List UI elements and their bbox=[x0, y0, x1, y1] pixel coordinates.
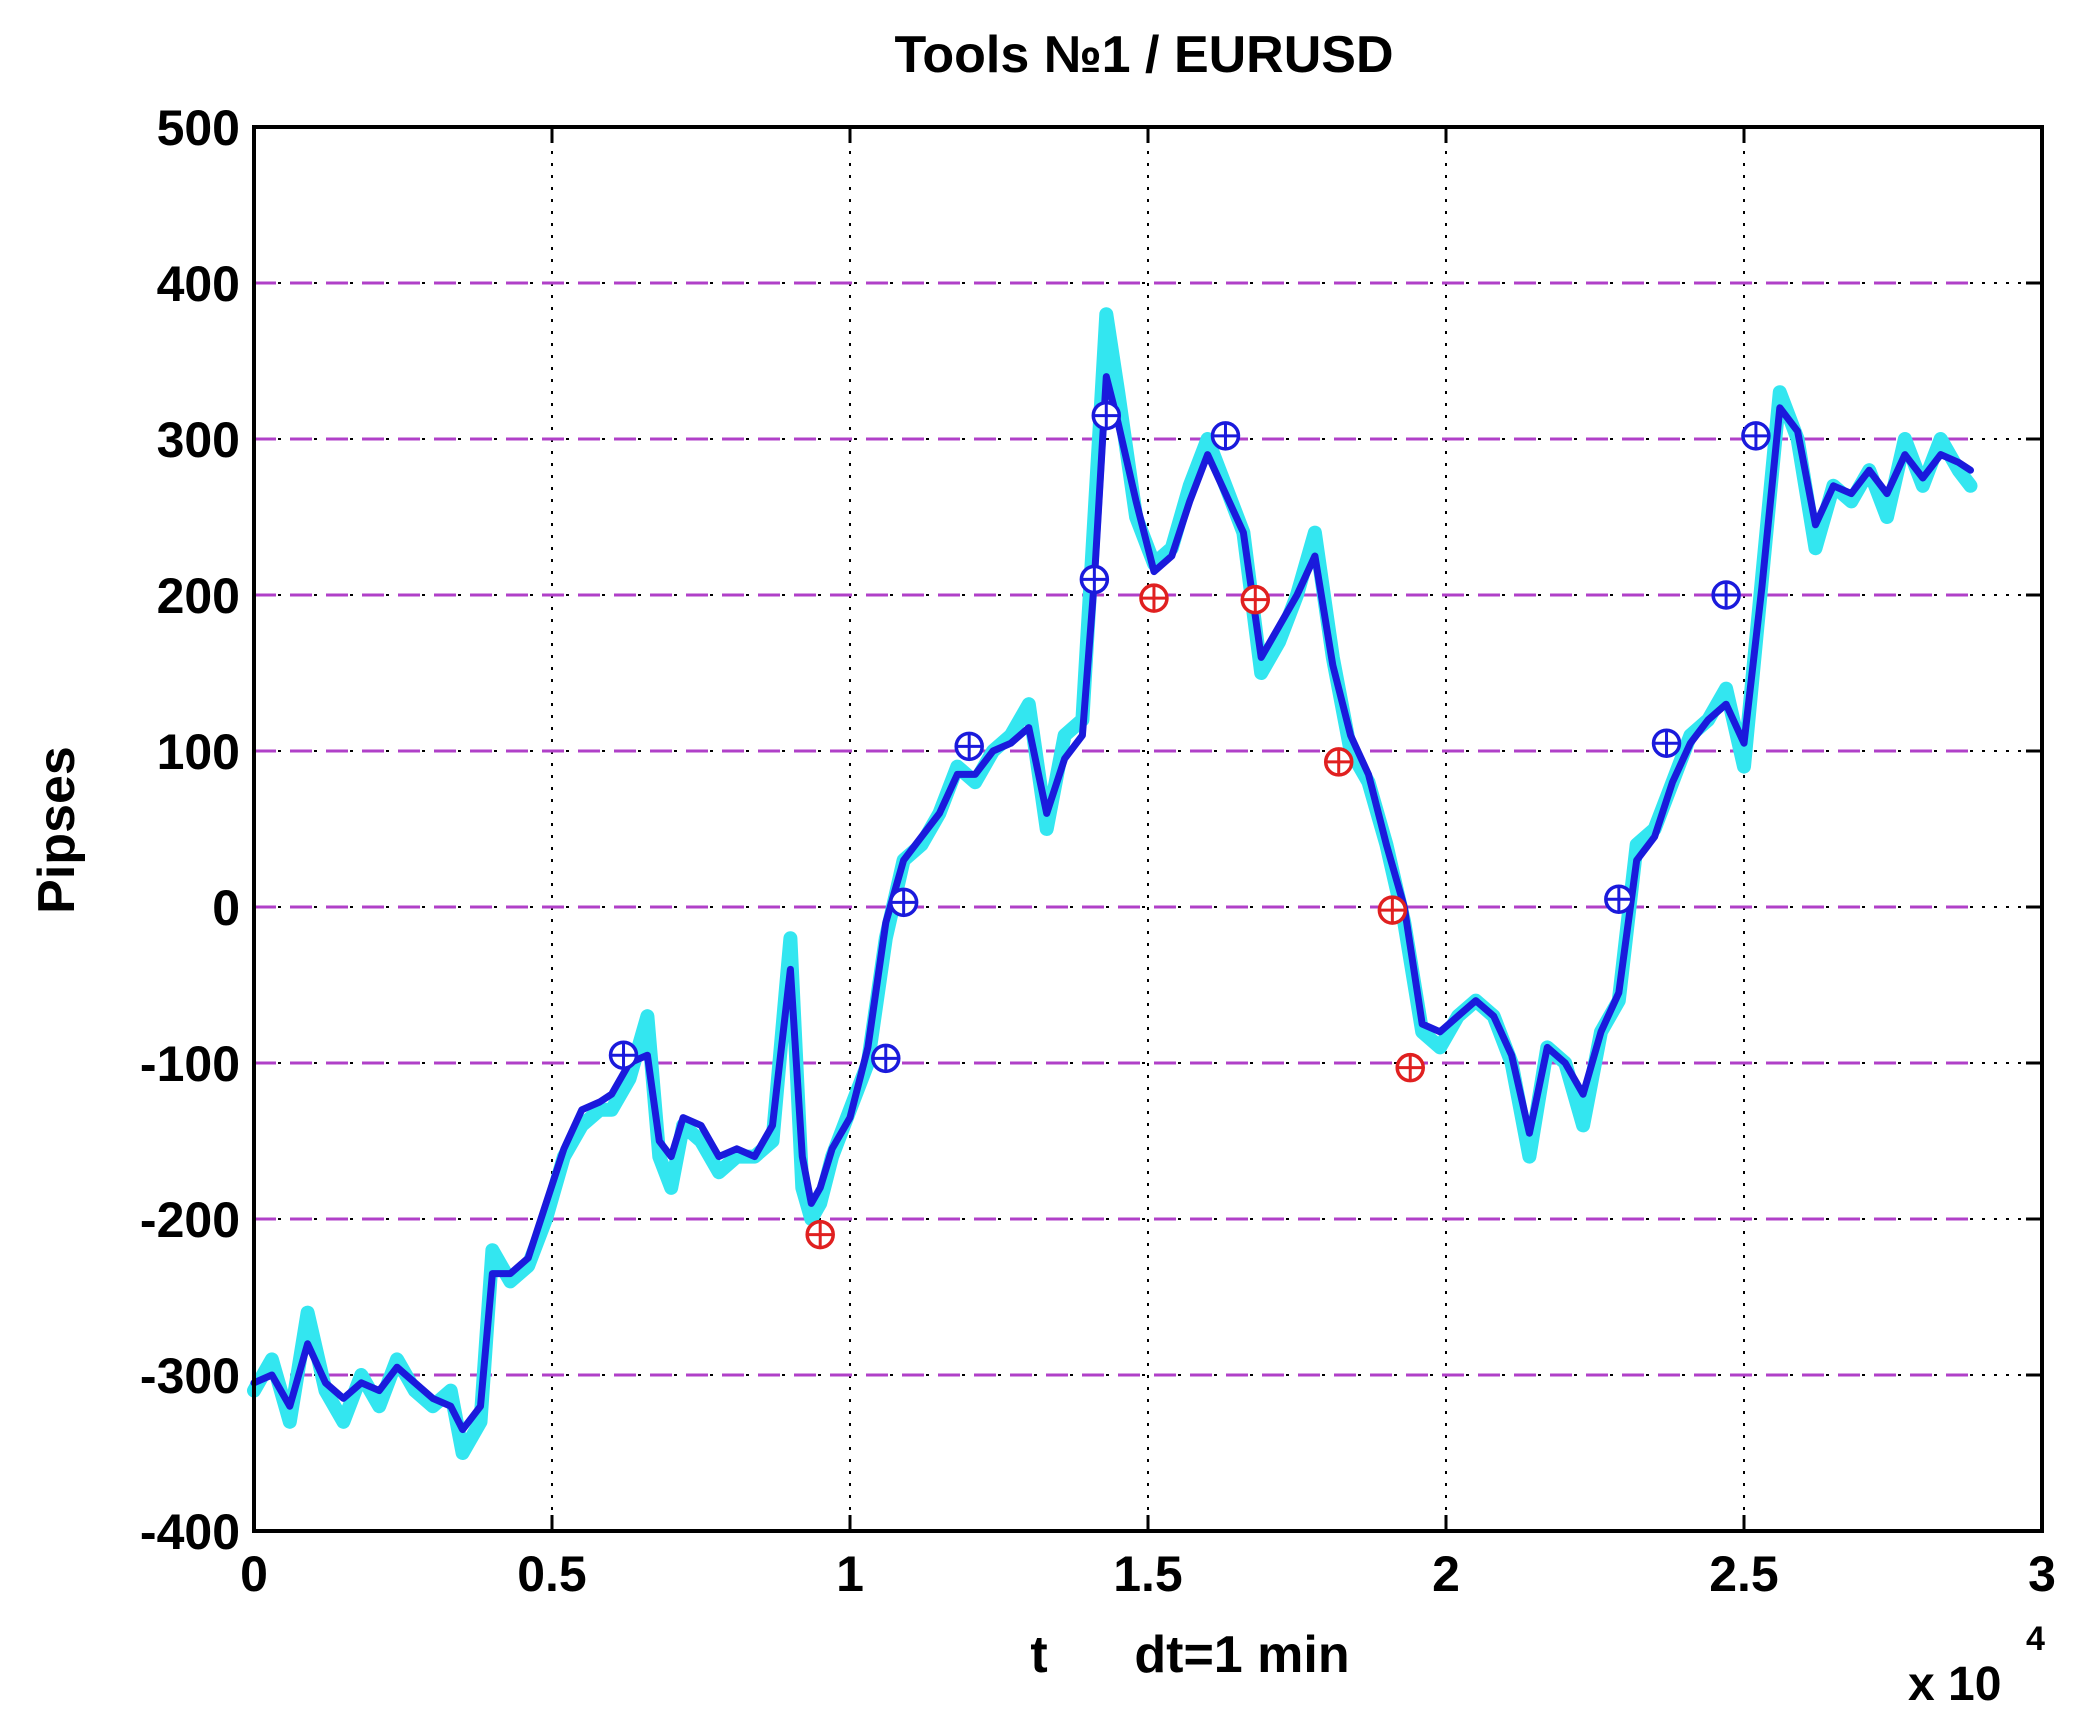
sell-marker bbox=[1377, 895, 1408, 925]
x-tick-label: 0 bbox=[240, 1546, 268, 1602]
x-axis-multiplier-exponent: 4 bbox=[2026, 1620, 2045, 1658]
buy-marker bbox=[871, 1043, 901, 1074]
sell-marker bbox=[1395, 1052, 1425, 1083]
y-tick-label: 300 bbox=[157, 412, 240, 468]
y-tick-label: 200 bbox=[157, 568, 240, 624]
trade-markers bbox=[608, 400, 1771, 1250]
x-tick-label: 2.5 bbox=[1709, 1546, 1779, 1602]
y-tick-labels: -400 -300 -200 -100 0 100 200 300 400 500 bbox=[140, 100, 240, 1560]
x-axis-multiplier: x 10 bbox=[1908, 1658, 2001, 1711]
buy-marker bbox=[888, 887, 919, 918]
buy-marker bbox=[1651, 728, 1682, 758]
x-tick-label: 1.5 bbox=[1113, 1546, 1183, 1602]
chart-title: Tools №1 / EURUSD bbox=[894, 26, 1393, 84]
buy-marker bbox=[954, 731, 984, 762]
y-tick-label: 100 bbox=[157, 724, 240, 780]
buy-marker bbox=[1091, 400, 1122, 431]
sell-marker bbox=[805, 1219, 835, 1250]
x-tick-labels: 0 0.5 1 1.5 2 2.5 3 bbox=[240, 1546, 2056, 1602]
buy-marker bbox=[1079, 564, 1110, 595]
y-axis-label: Pipses bbox=[28, 746, 86, 914]
sell-marker bbox=[1139, 583, 1169, 613]
sell-marker bbox=[1240, 584, 1271, 615]
y-tick-label: -400 bbox=[140, 1504, 240, 1560]
x-axis-label: t dt=1 min bbox=[1030, 1626, 1349, 1684]
y-tick-label: 400 bbox=[157, 256, 240, 312]
x-tick-label: 2 bbox=[1432, 1546, 1460, 1602]
buy-marker bbox=[1604, 884, 1634, 914]
x-tick-label: 0.5 bbox=[517, 1546, 587, 1602]
x-tick-label: 3 bbox=[2028, 1546, 2056, 1602]
series-lines bbox=[247, 307, 1978, 1460]
y-tick-label: 500 bbox=[157, 100, 240, 156]
y-tick-label: -100 bbox=[140, 1036, 240, 1092]
y-tick-label: 0 bbox=[212, 880, 240, 936]
smoothed-price-line bbox=[250, 373, 1974, 1434]
x-tick-label: 1 bbox=[836, 1546, 864, 1602]
plot-area-frame bbox=[252, 125, 2044, 1533]
sell-marker bbox=[1323, 747, 1354, 777]
y-tick-label: -300 bbox=[140, 1348, 240, 1404]
buy-marker bbox=[1711, 580, 1741, 610]
y-tick-label: -200 bbox=[140, 1192, 240, 1248]
buy-marker bbox=[608, 1040, 639, 1070]
buy-marker bbox=[1210, 421, 1241, 451]
buy-marker bbox=[1741, 421, 1771, 451]
